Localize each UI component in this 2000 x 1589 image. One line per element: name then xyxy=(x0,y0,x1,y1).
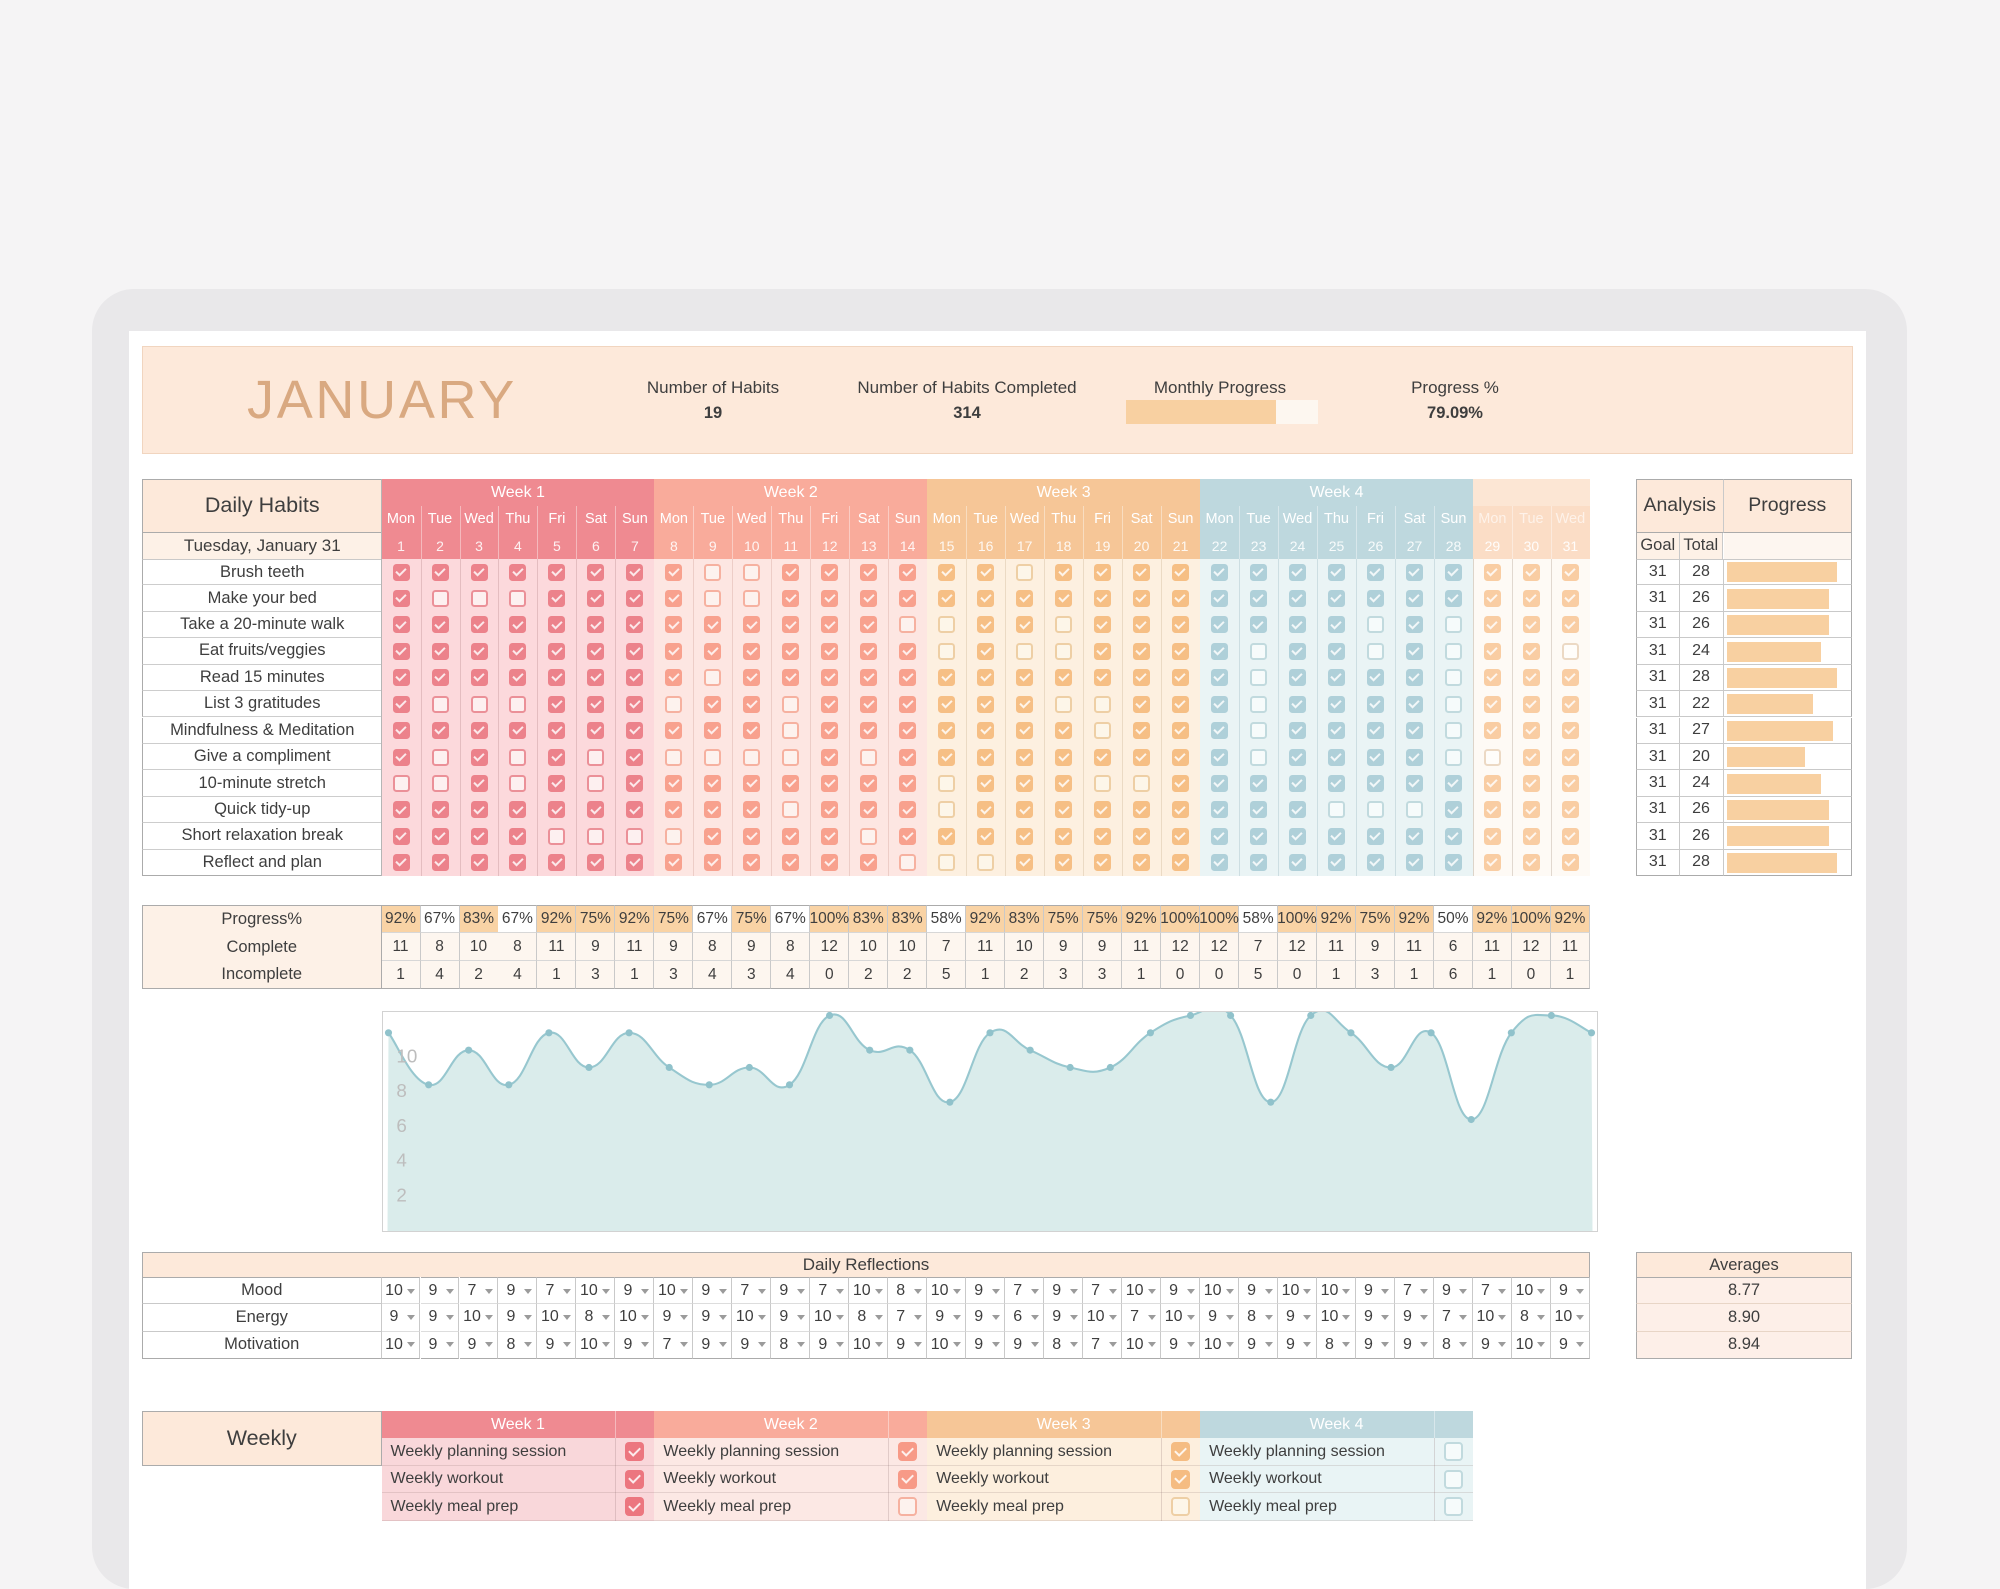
svg-text:2: 2 xyxy=(396,1184,406,1205)
svg-text:8: 8 xyxy=(396,1080,406,1101)
svg-text:10: 10 xyxy=(396,1046,417,1067)
svg-text:6: 6 xyxy=(396,1115,406,1136)
svg-text:4: 4 xyxy=(396,1150,406,1171)
